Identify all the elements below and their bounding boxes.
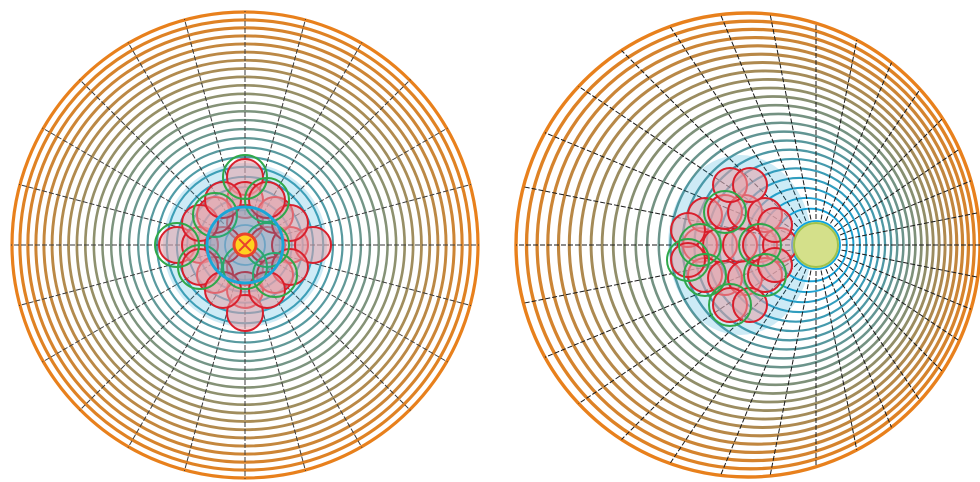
petal-outline bbox=[738, 223, 782, 267]
petal-outline bbox=[743, 253, 787, 297]
center-cross bbox=[238, 238, 252, 252]
spoke bbox=[79, 79, 225, 225]
spoke bbox=[830, 266, 921, 401]
spoke bbox=[820, 39, 858, 220]
petal-outline bbox=[703, 190, 747, 234]
spoke bbox=[183, 273, 238, 472]
spoke bbox=[621, 263, 798, 440]
petal-outline bbox=[192, 192, 238, 238]
spoke bbox=[273, 183, 472, 238]
ring bbox=[657, 121, 905, 369]
ring bbox=[26, 26, 464, 464]
spoke bbox=[669, 266, 802, 464]
spoke bbox=[720, 268, 807, 476]
spoke bbox=[273, 252, 472, 307]
spoke bbox=[841, 212, 978, 241]
spoke bbox=[265, 79, 411, 225]
ring bbox=[137, 137, 353, 353]
spoke bbox=[79, 265, 225, 411]
spoke bbox=[621, 50, 798, 227]
spoke bbox=[127, 270, 231, 448]
spoke bbox=[669, 26, 802, 224]
petal-outline bbox=[244, 177, 290, 223]
spoke bbox=[820, 270, 858, 451]
petal-circle bbox=[294, 226, 332, 264]
spoke bbox=[839, 180, 972, 236]
ring bbox=[75, 75, 415, 415]
petal-outline bbox=[666, 238, 710, 282]
spoke bbox=[825, 62, 892, 222]
spoke bbox=[127, 42, 231, 220]
spoke bbox=[834, 263, 943, 372]
spoke bbox=[270, 259, 448, 363]
spoke bbox=[18, 252, 217, 307]
focus-dot bbox=[793, 222, 839, 268]
ring bbox=[578, 61, 947, 429]
spoke bbox=[837, 259, 960, 342]
spoke bbox=[252, 18, 307, 217]
petal-outline bbox=[177, 244, 223, 290]
spoke bbox=[265, 265, 411, 411]
ring bbox=[67, 67, 423, 423]
spoke bbox=[42, 259, 220, 363]
spoke bbox=[841, 249, 978, 278]
ring bbox=[18, 18, 472, 472]
spoke bbox=[834, 118, 943, 227]
spoke bbox=[252, 273, 307, 472]
spoke bbox=[183, 18, 238, 217]
left-concentric-diagram bbox=[10, 10, 480, 480]
spoke bbox=[259, 270, 363, 448]
petal-outline bbox=[678, 223, 722, 267]
spoke bbox=[259, 42, 363, 220]
petal-outline bbox=[708, 283, 752, 327]
spoke bbox=[830, 89, 921, 224]
spoke bbox=[720, 14, 807, 222]
petal-circle bbox=[670, 242, 706, 278]
spoke bbox=[837, 148, 960, 231]
petal-circle bbox=[226, 294, 264, 332]
spoke bbox=[825, 268, 892, 428]
spoke bbox=[42, 127, 220, 231]
spoke bbox=[839, 254, 972, 310]
petal-circle bbox=[732, 167, 768, 203]
spoke bbox=[18, 183, 217, 238]
ring bbox=[109, 109, 381, 381]
petal-outline bbox=[683, 253, 727, 297]
right-offset-diagram bbox=[514, 11, 980, 479]
petal-outline bbox=[252, 252, 298, 298]
spoke bbox=[270, 127, 448, 231]
